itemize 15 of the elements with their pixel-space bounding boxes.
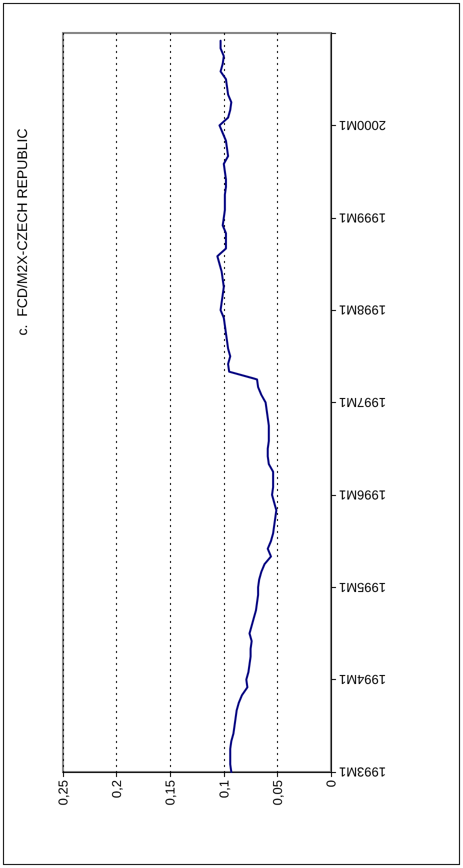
- text: c. FCD/M2X-CZECH REPUBLIC: [14, 128, 30, 336]
- x-tick-label: 0,05: [270, 780, 285, 806]
- y-tick-label: 1996M1: [339, 487, 386, 502]
- y-tick-label: 1993M1: [339, 764, 386, 780]
- y-tick-label: 1994M1: [339, 672, 386, 688]
- y-tick-label: 1995M1: [339, 580, 386, 595]
- x-tick-label: 0,15: [162, 780, 178, 806]
- y-tick-label: 1999M1: [339, 210, 386, 226]
- x-tick-label: 0: [324, 780, 338, 788]
- y-tick-label: 1998M1: [339, 302, 386, 318]
- x-tick-label: 0,1: [216, 780, 232, 798]
- x-tick-label: 0,25: [56, 780, 70, 806]
- y-tick-label: 1997M1: [339, 395, 386, 410]
- y-tick-label: 2000M1: [339, 118, 386, 133]
- x-tick-label: 0,2: [109, 780, 124, 798]
